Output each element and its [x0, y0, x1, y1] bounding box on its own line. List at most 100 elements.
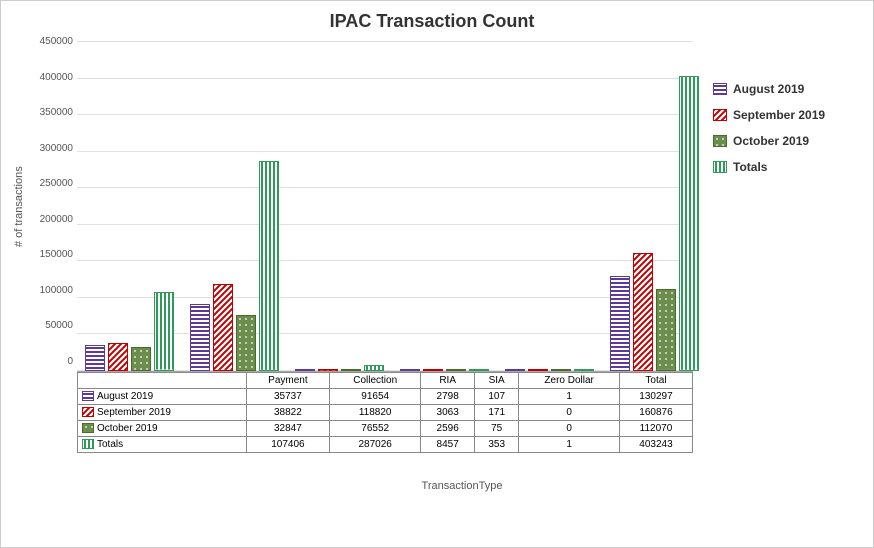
table-column-header: Total: [619, 373, 692, 389]
bar: [469, 369, 489, 371]
chart-container: IPAC Transaction Count # of transactions…: [0, 0, 874, 548]
chart-title: IPAC Transaction Count: [11, 11, 853, 32]
legend: August 2019 September 2019 October 2019 Tot…: [693, 42, 853, 472]
y-tick-label: 300000: [27, 144, 73, 154]
bar: [295, 369, 315, 371]
table-row-header: August 2019: [78, 389, 247, 405]
bar: [528, 369, 548, 371]
table-row: September 2019 3882211882030631710160876: [78, 405, 693, 421]
y-tick-label: 50000: [27, 321, 73, 331]
bar-group: [287, 42, 392, 371]
legend-swatch-icon: [713, 109, 727, 121]
y-tick-label: 400000: [27, 73, 73, 83]
y-tick-label: 350000: [27, 108, 73, 118]
table-cell: 1: [519, 437, 620, 453]
y-tick-label: 450000: [27, 37, 73, 47]
table-row-header: October 2019: [78, 421, 247, 437]
table-cell: 75: [475, 421, 519, 437]
legend-swatch-icon: [713, 135, 727, 147]
table-row-header: September 2019: [78, 405, 247, 421]
bar-group: [182, 42, 287, 371]
table-cell: 38822: [246, 405, 329, 421]
table-row-label: August 2019: [97, 391, 153, 402]
y-axis-ticks: 4500004000003500003000002500002000001500…: [27, 42, 77, 372]
table-row-label: September 2019: [97, 407, 171, 418]
table-cell: 76552: [330, 421, 421, 437]
table-corner-cell: [78, 373, 247, 389]
bar: [154, 292, 174, 371]
bar-group: [497, 42, 602, 371]
y-tick-label: 0: [27, 357, 73, 367]
bar: [85, 345, 105, 371]
table-cell: 0: [519, 421, 620, 437]
table-cell: 353: [475, 437, 519, 453]
table-cell: 403243: [619, 437, 692, 453]
legend-item: October 2019: [713, 134, 853, 148]
bar: [259, 161, 279, 371]
table-cell: 2596: [421, 421, 475, 437]
table-row: August 2019357379165427981071130297: [78, 389, 693, 405]
plot-and-table: PaymentCollectionRIASIAZero DollarTotal A…: [77, 42, 693, 472]
bar-groups: [77, 42, 693, 371]
plot-area: [77, 42, 693, 372]
bar: [131, 347, 151, 371]
table-row-label: Totals: [97, 439, 123, 450]
table-column-header: Zero Dollar: [519, 373, 620, 389]
bar: [108, 343, 128, 371]
bar: [446, 369, 466, 371]
table-header-row: PaymentCollectionRIASIAZero DollarTotal: [78, 373, 693, 389]
legend-item: September 2019: [713, 108, 853, 122]
bar: [656, 289, 676, 371]
table-cell: 107406: [246, 437, 329, 453]
table-column-header: SIA: [475, 373, 519, 389]
bar: [679, 76, 699, 371]
table-cell: 171: [475, 405, 519, 421]
bar: [213, 284, 233, 371]
legend-label: August 2019: [733, 82, 804, 96]
legend-swatch-icon: [82, 407, 94, 417]
y-tick-label: 250000: [27, 179, 73, 189]
legend-swatch-icon: [713, 83, 727, 95]
chart-main-area: # of transactions 4500004000003500003000…: [11, 42, 853, 472]
table-cell: 107: [475, 389, 519, 405]
table-cell: 8457: [421, 437, 475, 453]
y-tick-label: 200000: [27, 215, 73, 225]
bar: [551, 369, 571, 371]
table-cell: 1: [519, 389, 620, 405]
table-column-header: Payment: [246, 373, 329, 389]
legend-item: Totals: [713, 160, 853, 174]
y-tick-label: 100000: [27, 286, 73, 296]
table-row-label: October 2019: [97, 423, 158, 434]
table-cell: 118820: [330, 405, 421, 421]
legend-label: Totals: [733, 160, 767, 174]
legend-swatch-icon: [82, 391, 94, 401]
table-cell: 160876: [619, 405, 692, 421]
legend-swatch-icon: [82, 423, 94, 433]
bar: [633, 253, 653, 371]
table-cell: 2798: [421, 389, 475, 405]
legend-swatch-icon: [713, 161, 727, 173]
table-cell: 130297: [619, 389, 692, 405]
y-tick-label: 150000: [27, 250, 73, 260]
table-row: October 201932847765522596750112070: [78, 421, 693, 437]
bar: [190, 304, 210, 371]
bar: [400, 369, 420, 371]
table-cell: 3063: [421, 405, 475, 421]
bar: [505, 369, 525, 371]
plot-wrap: # of transactions 4500004000003500003000…: [11, 42, 693, 472]
data-table: PaymentCollectionRIASIAZero DollarTotal A…: [77, 372, 693, 453]
y-axis-label: # of transactions: [11, 42, 27, 372]
table-cell: 287026: [330, 437, 421, 453]
bar: [341, 369, 361, 371]
bar-group: [392, 42, 497, 371]
legend-item: August 2019: [713, 82, 853, 96]
bar-group: [77, 42, 182, 371]
table-column-header: RIA: [421, 373, 475, 389]
table-cell: 0: [519, 405, 620, 421]
table-column-header: Collection: [330, 373, 421, 389]
bar: [423, 369, 443, 371]
bar-group: [602, 42, 707, 371]
table-cell: 32847: [246, 421, 329, 437]
legend-swatch-icon: [82, 439, 94, 449]
x-axis-label: TransactionType: [71, 480, 853, 492]
